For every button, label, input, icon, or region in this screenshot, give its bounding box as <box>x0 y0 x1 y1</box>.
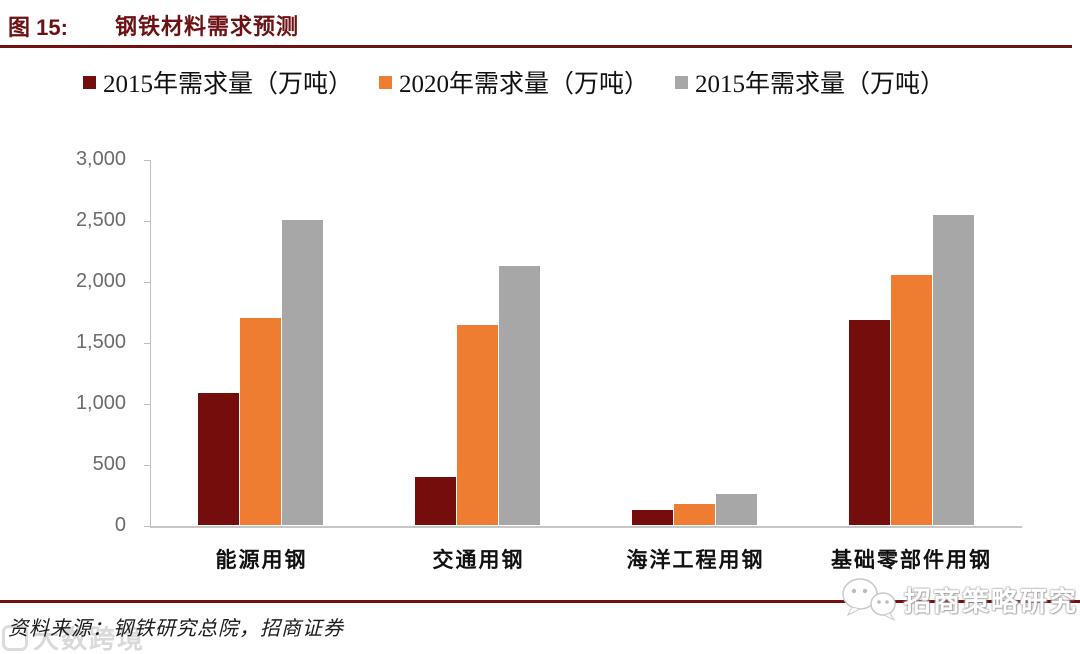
watermark-bottom-right-text: 招商策略研究 <box>904 586 1078 617</box>
watermark-bottom-right: 招商策略研究 <box>838 575 1078 623</box>
bar-series2-基础零部件用钢 <box>933 215 974 525</box>
y-tick-mark <box>144 282 150 283</box>
top-divider <box>0 45 1072 48</box>
x-category-label-3: 基础零部件用钢 <box>831 548 992 572</box>
source-note: 资料来源：钢铁研究总院，招商证券 <box>8 618 344 640</box>
legend-item-0: 2015年需求量（万吨） <box>83 64 353 100</box>
bar-series0-能源用钢 <box>198 393 239 525</box>
x-axis-line <box>150 526 1022 528</box>
bar-series2-交通用钢 <box>499 266 540 525</box>
wechat-icon <box>842 578 896 622</box>
y-tick-label: 1,000 <box>75 392 126 414</box>
bar-series0-海洋工程用钢 <box>632 510 673 525</box>
legend-label: 2015年需求量（万吨） <box>695 71 946 98</box>
bar-series0-基础零部件用钢 <box>849 320 890 525</box>
x-category-label-2: 海洋工程用钢 <box>626 548 765 572</box>
figure-title: 钢铁材料需求预测 <box>115 14 300 39</box>
y-tick-label: 1,500 <box>75 331 126 353</box>
watermark-bottom-left-text: 大数跨境 <box>33 625 146 654</box>
chart-legend: 2015年需求量（万吨） 2020年需求量（万吨） 2015年需求量（万吨） <box>83 64 945 100</box>
bar-series1-能源用钢 <box>240 318 281 525</box>
bar-series0-交通用钢 <box>415 477 456 525</box>
y-tick-mark <box>144 404 150 405</box>
y-tick-mark <box>144 160 150 161</box>
x-category-label-0: 能源用钢 <box>215 548 308 572</box>
bar-series1-海洋工程用钢 <box>674 504 715 525</box>
legend-label: 2015年需求量（万吨） <box>103 71 354 98</box>
legend-item-1: 2020年需求量（万吨） <box>379 64 649 100</box>
legend-swatch-icon <box>675 75 689 89</box>
y-axis-line <box>150 160 151 527</box>
y-tick-mark <box>144 343 150 344</box>
bar-series2-海洋工程用钢 <box>716 494 757 525</box>
y-tick-label: 3,000 <box>75 148 126 170</box>
bottom-divider <box>0 600 1080 603</box>
bar-series1-基础零部件用钢 <box>891 275 932 525</box>
watermark-logo-icon <box>2 624 28 651</box>
x-category-label-1: 交通用钢 <box>432 548 525 572</box>
y-tick-mark <box>144 465 150 466</box>
legend-item-2: 2015年需求量（万吨） <box>675 64 945 100</box>
figure-label: 图 15: <box>8 15 68 40</box>
y-tick-label: 500 <box>92 453 126 475</box>
y-tick-label: 2,000 <box>75 270 126 292</box>
y-tick-mark <box>144 221 150 222</box>
bar-series2-能源用钢 <box>282 220 323 525</box>
legend-label: 2020年需求量（万吨） <box>399 71 650 98</box>
y-tick-label: 2,500 <box>75 209 126 231</box>
legend-swatch-icon <box>83 75 96 89</box>
y-tick-label: 0 <box>114 514 126 536</box>
bar-chart-plot: 3,000 2,500 2,000 1,500 1,000 500 0 能源用钢 交通用钢 海洋… <box>76 148 1022 572</box>
legend-swatch-icon <box>379 75 393 89</box>
bar-series1-交通用钢 <box>457 325 498 525</box>
watermark-bottom-left: 大数跨境 <box>2 619 145 654</box>
y-tick-mark <box>144 526 150 527</box>
